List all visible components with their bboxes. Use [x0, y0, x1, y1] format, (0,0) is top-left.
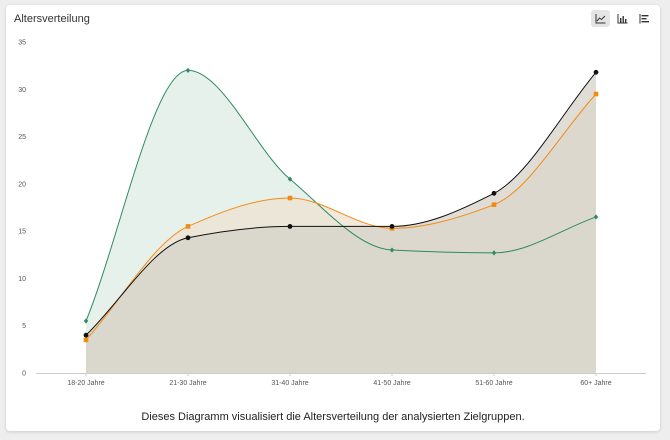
series-line-2	[85, 71, 597, 336]
data-point-0[interactable]	[593, 214, 599, 220]
data-point-1[interactable]	[287, 195, 293, 201]
data-point-0[interactable]	[389, 247, 395, 253]
data-point-2[interactable]	[83, 332, 89, 338]
series-line-1	[85, 93, 597, 341]
data-point-2[interactable]	[389, 224, 395, 229]
x-tick-label: 31-40 Jahre	[271, 380, 308, 387]
stacked-bar-button[interactable]	[635, 10, 654, 27]
data-point-2[interactable]	[593, 69, 599, 75]
chart-toolbar	[591, 10, 654, 27]
stacked-bar-icon	[639, 13, 649, 23]
y-tick-label: 15	[18, 229, 26, 236]
series-markers	[83, 67, 599, 343]
series-area-2	[86, 72, 596, 374]
data-point-0[interactable]	[185, 67, 191, 73]
chart-caption: Dieses Diagramm visualisiert die Altersv…	[141, 411, 525, 423]
x-tick-label: 51-60 Jahre	[475, 380, 512, 387]
area-chart: 0 5 10 15 20 25 30 35 18-20 Jahre 21-30 Jahre 31-…	[18, 40, 646, 387]
line-chart-icon	[595, 13, 606, 23]
data-point-2[interactable]	[287, 224, 293, 229]
y-tick-label: 10	[18, 276, 26, 283]
y-tick-label: 25	[18, 134, 26, 141]
x-tick-label: 18-20 Jahre	[67, 380, 104, 387]
data-point-2[interactable]	[185, 235, 191, 241]
data-point-0[interactable]	[83, 318, 89, 324]
data-point-1[interactable]	[185, 224, 191, 229]
data-point-1[interactable]	[593, 91, 599, 97]
x-axis: 18-20 Jahre 21-30 Jahre 31-40 Jahre 41-50 J…	[36, 373, 646, 387]
series-areas	[86, 70, 596, 374]
x-tick-label: 41-50 Jahre	[373, 380, 410, 387]
data-point-0[interactable]	[491, 250, 497, 256]
chart-title: Altersverteilung	[14, 13, 90, 25]
chart-card: Altersverteilung 0 5 10 15	[6, 5, 660, 431]
data-point-1[interactable]	[491, 202, 497, 207]
y-axis: 0 5 10 15 20 25 30 35	[18, 40, 26, 378]
data-point-1[interactable]	[83, 337, 89, 343]
line-chart-button[interactable]	[591, 10, 610, 27]
y-tick-label: 20	[18, 181, 26, 188]
y-tick-label: 0	[22, 371, 26, 378]
data-point-2[interactable]	[491, 190, 497, 196]
data-point-0[interactable]	[287, 176, 293, 182]
x-tick-label: 60+ Jahre	[580, 380, 611, 387]
y-tick-label: 30	[18, 87, 26, 94]
bar-chart-icon	[617, 13, 628, 23]
x-tick-label: 21-30 Jahre	[169, 380, 206, 387]
y-tick-label: 5	[22, 323, 26, 330]
bar-chart-button[interactable]	[613, 10, 632, 27]
y-tick-label: 35	[18, 40, 26, 47]
